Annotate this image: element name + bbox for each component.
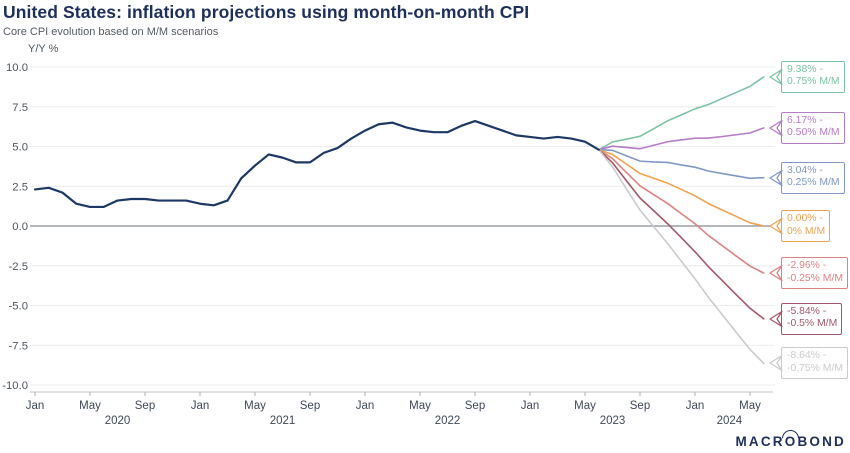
projection-line [597,148,765,274]
page-subtitle: Core CPI evolution based on M/M scenario… [3,26,219,38]
x-tick-label: May [244,400,266,412]
x-tick-label: May [79,400,101,412]
x-tick-label: Jan [521,400,540,412]
x-year-label: 2021 [270,415,296,427]
page-title: United States: inflation projections usi… [3,2,530,22]
y-tick-label: -5.0 [9,301,28,313]
logo-text: BOND [797,434,846,449]
x-tick-label: May [739,400,761,412]
logo-arc-icon [781,430,799,439]
y-tick-label: -10.0 [2,380,28,392]
x-tick-label: Sep [300,400,320,412]
x-tick-label: Jan [686,400,705,412]
logo-o: O [781,430,799,449]
y-tick-label: -2.5 [9,261,28,273]
x-year-label: 2024 [717,415,743,427]
projection-line [597,148,765,227]
y-tick-label: 5.0 [12,142,28,154]
x-tick-label: Jan [191,400,210,412]
x-tick-label: May [409,400,431,412]
x-year-label: 2020 [105,415,131,427]
logo-text: MACR [735,434,785,449]
x-year-label: 2022 [435,415,461,427]
y-tick-label: 10.0 [6,62,28,74]
y-axis-unit-label: Y/Y % [28,43,59,55]
x-tick-label: May [574,400,596,412]
x-tick-label: Sep [135,400,155,412]
macrobond-logo: MACR O BOND [735,430,846,449]
projection-line [597,76,765,151]
x-tick-label: Jan [26,400,45,412]
x-tick-label: Sep [630,400,650,412]
projection-line [597,148,765,365]
y-tick-label: 2.5 [12,181,28,193]
historical-line [33,119,600,209]
x-tick-label: Sep [465,400,485,412]
y-tick-label: -7.5 [9,340,28,352]
y-tick-label: 7.5 [12,102,28,114]
x-tick-label: Jan [356,400,375,412]
projection-line [597,148,765,320]
projection-line [597,148,765,180]
projection-line [597,127,765,151]
y-tick-label: 0.0 [12,221,28,233]
x-year-label: 2023 [600,415,626,427]
